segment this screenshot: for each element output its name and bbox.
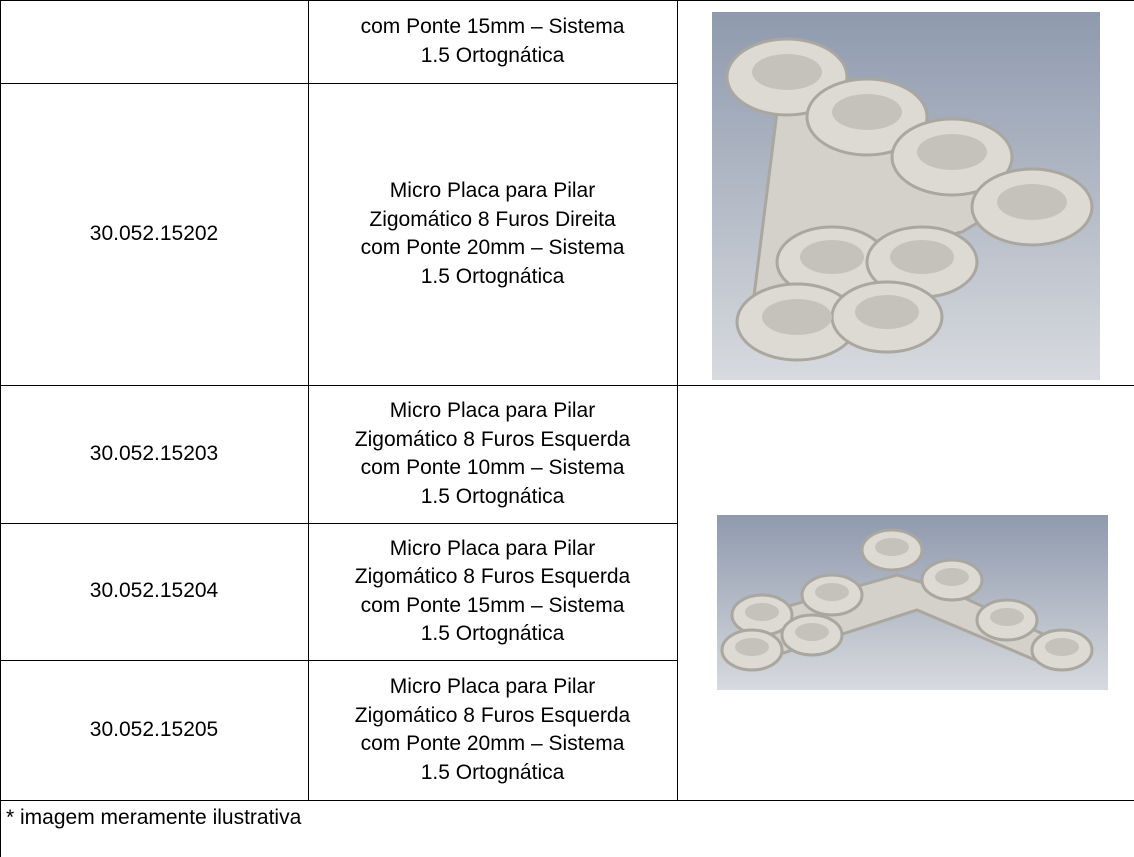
description-line: Zigomático 8 Furos Esquerda [354,427,631,451]
code-cell: 30.052.15205 [0,660,308,800]
description-line: com Ponte 15mm – Sistema [360,15,625,38]
description-cell: Micro Placa para Pilar Zigomático 8 Furos… [308,385,677,523]
description-cell: Micro Placa para Pilar Zigomático 8 Furos… [308,523,677,660]
row-border [0,523,677,524]
footnote: * imagem meramente ilustrativa [6,806,302,829]
description-line: com Ponte 20mm – Sistema [360,732,625,755]
description-line: Micro Placa para Pilar [389,675,596,698]
col-border [677,0,678,800]
plate-image-right [712,12,1100,380]
product-code: 30.052.15203 [89,441,219,465]
plate-image-left [717,515,1108,690]
row-border [0,0,1134,1]
description-line: com Ponte 15mm – Sistema [360,593,625,617]
description-line: Micro Placa para Pilar [389,179,596,202]
description-line: 1.5 Ortognática [420,484,565,508]
product-code: 30.052.15205 [89,717,219,741]
description-line: Micro Placa para Pilar [389,536,596,560]
col-border [0,0,1,857]
product-code: 30.052.15204 [89,579,219,603]
description-line: 1.5 Ortognática [420,622,565,645]
row-border [0,83,677,84]
description-line: Zigomático 8 Furos Esquerda [354,703,631,727]
description-line: Zigomático 8 Furos Esquerda [354,565,631,588]
description-cell: Micro Placa para Pilar Zigomático 8 Furos… [308,660,677,800]
code-cell: 30.052.15204 [0,523,308,660]
code-cell: 30.052.15202 [0,83,308,385]
product-code: 30.052.15202 [89,221,219,245]
code-cell: 30.052.15203 [0,385,308,523]
description-line: 1.5 Ortognática [420,760,565,784]
description-cell: Micro Placa para Pilar Zigomático 8 Furos… [308,83,677,385]
description-line: com Ponte 10mm – Sistema [360,456,625,479]
row-border [0,800,1134,801]
description-line: 1.5 Ortognática [420,264,565,288]
description-line: 1.5 Ortognática [420,43,565,67]
description-line: Micro Placa para Pilar [389,399,596,422]
description-line: com Ponte 20mm – Sistema [360,236,625,259]
description-cell: com Ponte 15mm – Sistema 1.5 Ortognática [308,0,677,83]
description-line: Zigomático 8 Furos Direita [369,207,616,231]
col-border [308,0,309,800]
row-border [0,385,1134,386]
row-border [0,660,677,661]
